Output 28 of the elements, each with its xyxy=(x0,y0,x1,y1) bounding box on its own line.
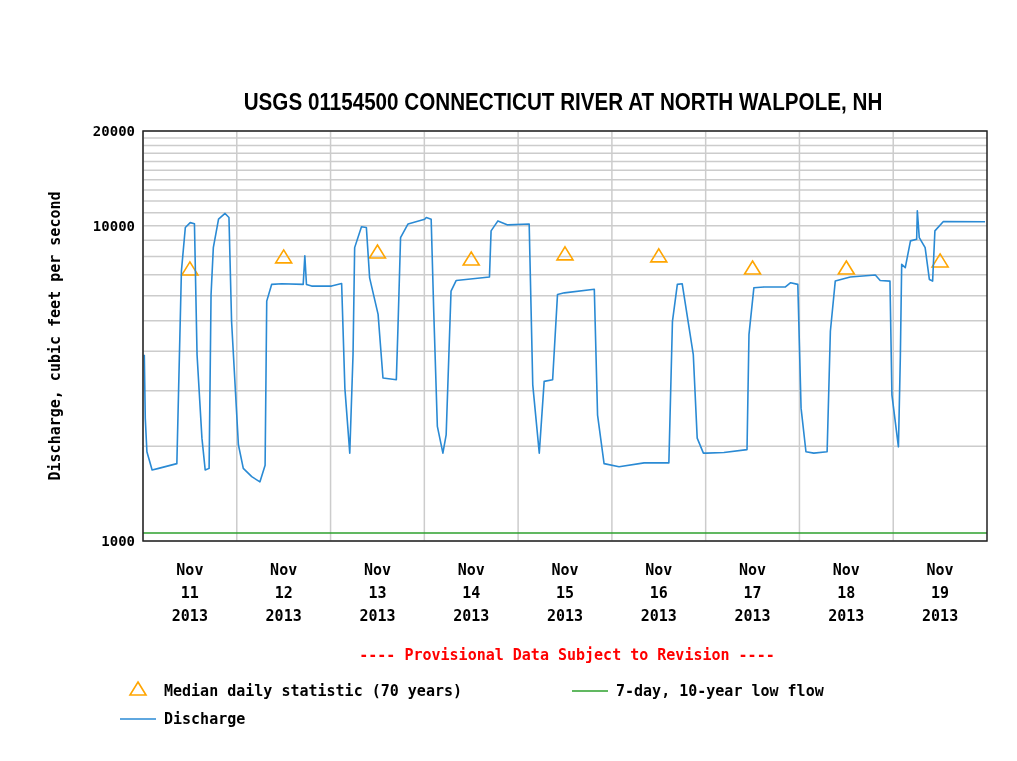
point xyxy=(368,244,387,259)
point xyxy=(837,260,856,275)
y-tick-label: 10000 xyxy=(92,217,135,234)
point xyxy=(556,246,574,261)
x-tick-label: Nov 15 2013 xyxy=(546,561,584,625)
point xyxy=(274,249,293,264)
y-tick-label: 1000 xyxy=(101,532,135,549)
y-tick-label: 20000 xyxy=(92,122,135,139)
y-axis-title: Discharge, cubic feet per second xyxy=(46,191,64,481)
legend-label: Discharge xyxy=(164,710,246,729)
line-series xyxy=(143,210,986,483)
point xyxy=(649,248,668,263)
point xyxy=(462,251,481,266)
point xyxy=(931,253,949,268)
text: ---- Provisional Data Subject to Revision ---- xyxy=(359,646,775,664)
legend-label: 7-day, 10-year low flow xyxy=(616,682,825,701)
point xyxy=(181,261,199,276)
x-tick-label: Nov 16 2013 xyxy=(640,561,677,625)
x-tick-label: Nov 19 2013 xyxy=(922,561,959,625)
chart-title: USGS 01154500 CONNECTICUT RIVER AT NORTH WALPOLE, NH xyxy=(243,88,883,116)
x-tick-label: Nov 14 2013 xyxy=(453,561,490,625)
x-tick-label: Nov 18 2013 xyxy=(828,561,865,625)
x-tick-label: Nov 17 2013 xyxy=(734,561,771,625)
legend-label: Median daily statistic (70 years) xyxy=(164,682,463,701)
point xyxy=(743,260,762,275)
x-tick-label: Nov 11 2013 xyxy=(171,561,208,625)
x-tick-label: Nov 12 2013 xyxy=(265,561,302,625)
x-tick-label: Nov 13 2013 xyxy=(359,561,396,625)
